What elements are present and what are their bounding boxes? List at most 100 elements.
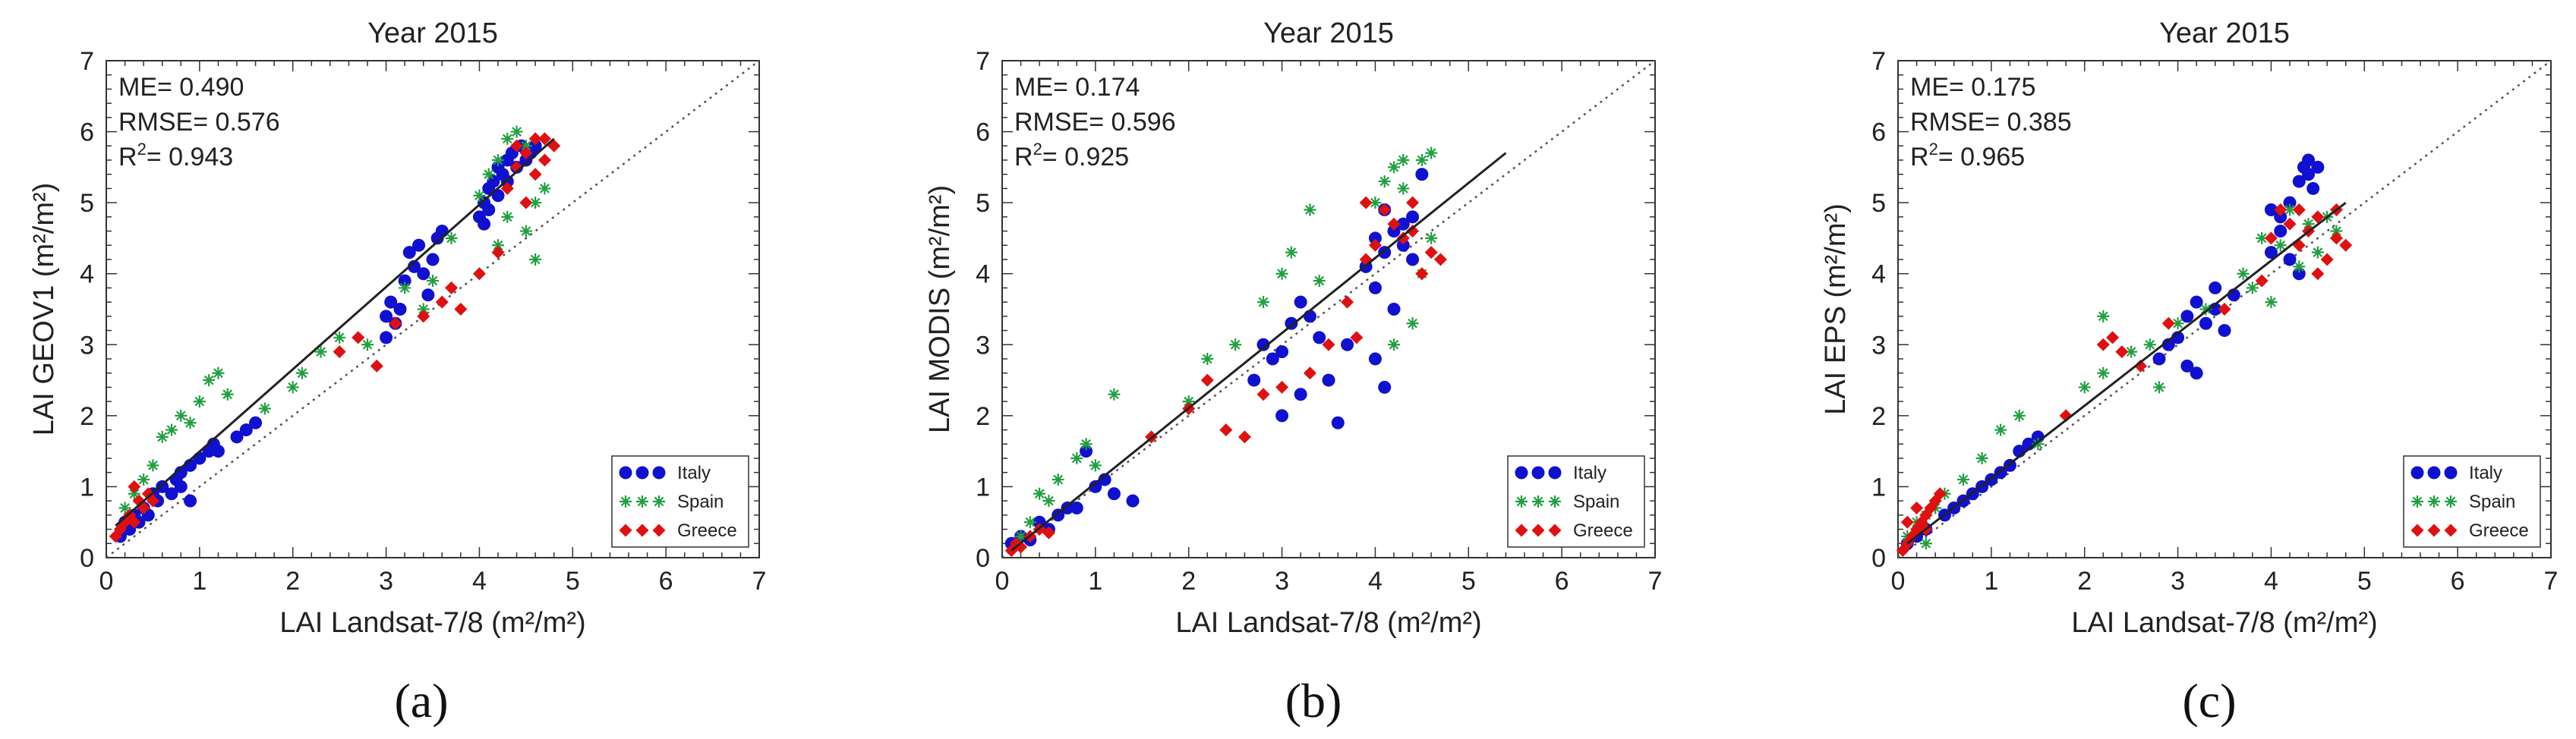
legend-marker-italy xyxy=(619,466,632,480)
stat-r2-sup: 2 xyxy=(1033,140,1042,159)
data-point-spain xyxy=(1425,146,1438,159)
data-point-greece xyxy=(528,132,542,146)
data-point-italy xyxy=(402,246,416,259)
chart-title: Year 2015 xyxy=(1263,17,1394,49)
legend-marker-greece xyxy=(1515,524,1528,537)
data-point-italy xyxy=(2311,160,2325,174)
data-point-spain xyxy=(399,281,411,294)
data-point-greece xyxy=(500,181,514,195)
y-tick-label: 5 xyxy=(80,189,94,218)
stat-rmse: RMSE= 0.385 xyxy=(1910,108,2072,137)
data-point-italy xyxy=(1089,480,1102,493)
data-point-spain xyxy=(2311,246,2324,259)
data-point-italy xyxy=(1266,352,1279,366)
data-point-spain xyxy=(1089,459,1102,472)
data-point-spain xyxy=(333,331,346,344)
data-point-greece xyxy=(1256,388,1270,401)
legend-marker-greece xyxy=(652,524,666,537)
y-tick-label: 7 xyxy=(976,47,990,76)
y-tick-label: 1 xyxy=(80,473,94,502)
data-point-greece xyxy=(389,316,402,330)
x-tick-label: 2 xyxy=(2077,567,2092,596)
x-tick-label: 6 xyxy=(1555,567,1569,596)
data-point-italy xyxy=(1331,416,1345,429)
data-point-greece xyxy=(445,281,459,294)
legend-marker-spain xyxy=(1549,495,1561,508)
x-tick-label: 6 xyxy=(2451,567,2465,596)
y-tick-label: 4 xyxy=(1871,260,1886,289)
data-point-italy xyxy=(1070,502,1083,514)
data-point-spain xyxy=(1397,182,1410,195)
data-point-spain xyxy=(510,125,523,138)
data-point-greece xyxy=(1341,295,1354,309)
legend-marker-greece xyxy=(1531,524,1545,537)
data-point-greece xyxy=(1368,238,1382,252)
legend-marker-spain xyxy=(2411,495,2423,508)
data-point-greece xyxy=(1238,430,1251,444)
x-tick-label: 6 xyxy=(659,567,673,596)
data-point-greece xyxy=(2329,231,2343,245)
data-point-spain xyxy=(2237,267,2250,280)
legend-label-spain: Spain xyxy=(1573,492,1619,512)
data-point-spain xyxy=(1042,495,1055,508)
data-point-italy xyxy=(174,480,188,493)
data-point-italy xyxy=(1322,373,1335,387)
data-point-spain xyxy=(519,140,532,153)
data-point-spain xyxy=(147,459,159,472)
data-point-italy xyxy=(1396,238,1410,252)
x-tick-label: 4 xyxy=(2264,567,2278,596)
data-point-greece xyxy=(1406,225,1420,238)
data-point-greece xyxy=(128,515,141,529)
legend-marker-greece xyxy=(2427,524,2441,537)
data-point-greece xyxy=(2274,203,2288,216)
data-point-italy xyxy=(1378,380,1392,394)
x-tick-label: 1 xyxy=(1088,567,1102,596)
data-point-greece xyxy=(1900,515,1914,529)
data-point-spain xyxy=(2078,381,2091,394)
data-point-italy xyxy=(528,139,542,153)
y-tick-label: 4 xyxy=(80,260,94,289)
data-point-greece xyxy=(2311,210,2325,224)
data-point-greece xyxy=(2339,238,2353,252)
data-point-greece xyxy=(2264,231,2278,245)
series-greece xyxy=(109,132,561,543)
legend-box xyxy=(1507,455,1645,548)
stat-me: ME= 0.490 xyxy=(118,73,244,102)
y-tick-label: 0 xyxy=(80,544,94,573)
data-point-spain xyxy=(1406,317,1419,330)
data-point-italy xyxy=(426,253,440,266)
data-point-spain xyxy=(501,210,514,223)
data-point-greece xyxy=(538,132,551,146)
data-point-spain xyxy=(1275,267,1288,280)
y-tick-label: 2 xyxy=(1871,402,1886,431)
data-point-italy xyxy=(2199,316,2212,330)
data-point-spain xyxy=(212,366,225,379)
data-point-italy xyxy=(435,225,449,238)
data-point-greece xyxy=(528,168,542,181)
legend-marker-italy xyxy=(652,466,666,480)
stat-r2: R2= 0.925 xyxy=(1014,140,1129,171)
data-point-greece xyxy=(1200,373,1214,387)
data-point-greece xyxy=(2096,338,2110,351)
data-point-spain xyxy=(1957,473,1969,486)
data-point-greece xyxy=(519,196,533,209)
data-point-spain xyxy=(2032,438,2045,451)
x-tick-label: 3 xyxy=(379,567,393,596)
data-point-spain xyxy=(2097,310,2110,322)
data-point-italy xyxy=(174,466,188,480)
data-point-spain xyxy=(1229,338,1242,351)
data-point-spain xyxy=(1201,353,1214,365)
data-point-greece xyxy=(370,359,383,373)
legend-marker-italy xyxy=(2444,466,2458,480)
data-point-spain xyxy=(492,154,504,166)
data-point-italy xyxy=(2180,359,2194,373)
data-point-spain xyxy=(193,395,206,408)
data-point-italy xyxy=(412,238,426,252)
data-point-greece xyxy=(333,345,346,359)
data-point-italy xyxy=(1126,494,1140,508)
data-point-spain xyxy=(2153,381,2165,394)
data-point-greece xyxy=(2292,203,2306,216)
y-tick-label: 6 xyxy=(976,118,990,147)
